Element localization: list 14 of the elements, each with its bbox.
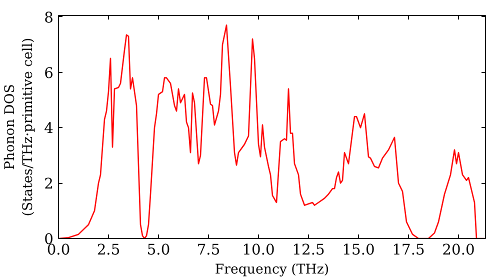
x-tick-label: 7.5 xyxy=(196,242,220,258)
x-tick-label: 20.0 xyxy=(442,242,475,258)
x-tick-label: 5.0 xyxy=(146,242,170,258)
x-axis-title: Frequency (THz) xyxy=(214,262,330,278)
y-tick-label: 6 xyxy=(44,64,54,82)
y-tick-label: 4 xyxy=(44,120,54,138)
x-tick-label: 12.5 xyxy=(292,242,325,258)
y-tick-label: 8 xyxy=(44,9,54,26)
x-tick-label: 15.0 xyxy=(342,242,375,258)
x-tick-label: 2.5 xyxy=(96,242,120,258)
y-tick-label: 2 xyxy=(44,176,54,193)
y-axis-title: Phonon DOS (States/THz·primitive cell) xyxy=(3,38,36,216)
x-tick-label: 10.0 xyxy=(242,242,275,258)
x-tick-label: 17.5 xyxy=(392,242,425,258)
